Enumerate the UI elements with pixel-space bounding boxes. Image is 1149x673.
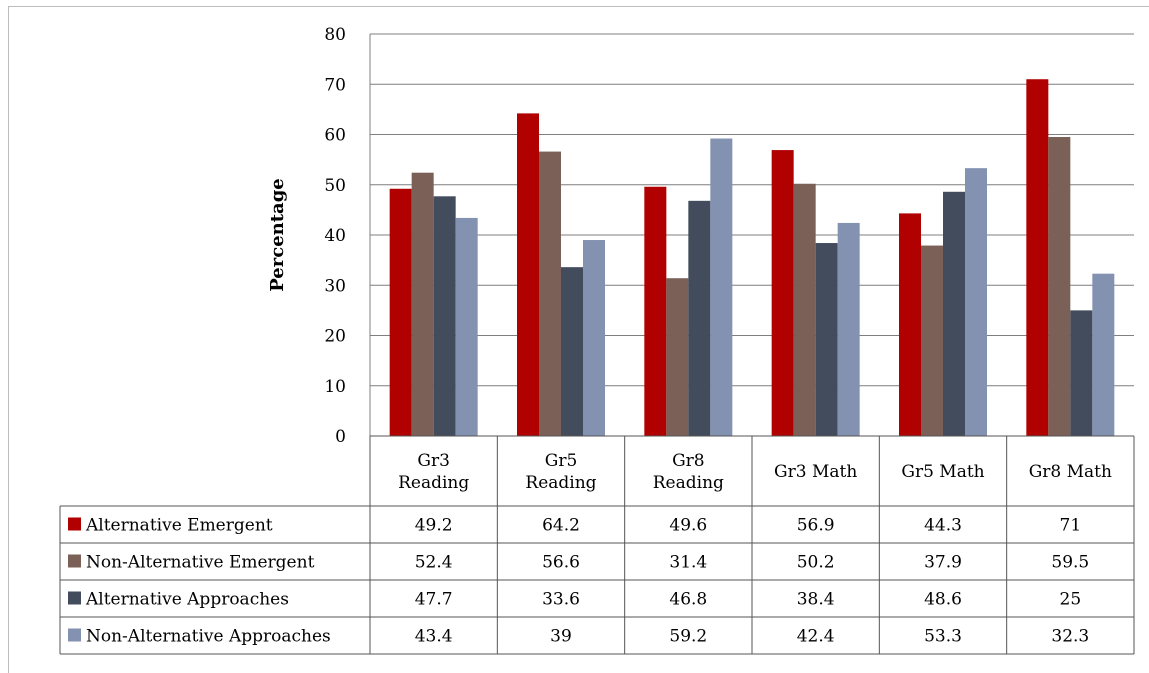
bar xyxy=(1070,310,1093,436)
data-label: 33.6 xyxy=(542,590,580,610)
bar xyxy=(644,186,667,436)
data-label: 47.7 xyxy=(415,590,453,610)
y-tick-label: 50 xyxy=(324,176,346,196)
y-tick-label: 40 xyxy=(324,226,346,246)
bar xyxy=(815,243,838,436)
y-tick-label: 20 xyxy=(324,327,346,347)
data-label: 64.2 xyxy=(542,516,580,536)
bar xyxy=(793,183,816,436)
y-tick-label: 30 xyxy=(324,276,346,296)
data-label: 31.4 xyxy=(669,553,707,573)
y-tick-label: 70 xyxy=(324,75,346,95)
x-tick-label: Reading xyxy=(525,473,596,493)
bar xyxy=(666,278,689,436)
bar xyxy=(921,245,943,436)
data-label: 49.2 xyxy=(415,516,453,536)
y-tick-label: 80 xyxy=(324,25,346,45)
data-label: 32.3 xyxy=(1051,627,1089,647)
data-label: 50.2 xyxy=(797,553,835,573)
legend-swatch xyxy=(68,517,81,531)
bar xyxy=(965,168,987,437)
data-label: 44.3 xyxy=(924,516,962,536)
data-label: 56.9 xyxy=(797,516,835,536)
data-label: 48.6 xyxy=(924,590,962,610)
data-label: 52.4 xyxy=(415,553,453,573)
data-label: 25 xyxy=(1060,590,1082,610)
x-tick-label: Gr5 xyxy=(545,451,578,471)
chart-frame-left-border xyxy=(8,6,9,673)
data-label: 39 xyxy=(550,627,572,647)
legend-swatch xyxy=(68,591,81,605)
legend-label: Non-Alternative Approaches xyxy=(86,627,331,647)
data-label: 46.8 xyxy=(669,590,707,610)
gridlines xyxy=(370,33,1134,387)
x-tick-label: Gr3 xyxy=(417,451,450,471)
y-tick-label: 10 xyxy=(324,377,346,397)
bar xyxy=(389,188,412,436)
data-label: 59.5 xyxy=(1051,553,1089,573)
bar xyxy=(411,172,434,436)
data-label: 49.6 xyxy=(669,516,707,536)
legend-label: Alternative Emergent xyxy=(85,516,273,536)
data-label: 53.3 xyxy=(924,627,962,647)
legend-label: Alternative Approaches xyxy=(85,590,289,610)
bar xyxy=(1026,79,1049,436)
bar xyxy=(433,196,456,436)
bar xyxy=(583,240,605,436)
legend-swatch xyxy=(68,628,81,642)
bars xyxy=(389,79,1115,437)
data-label: 59.2 xyxy=(669,627,707,647)
legend-label: Non-Alternative Emergent xyxy=(86,553,315,573)
x-tick-label: Reading xyxy=(653,473,724,493)
bar xyxy=(539,151,561,436)
x-tick-label: Gr3 Math xyxy=(774,462,857,482)
y-tick-label: 0 xyxy=(335,427,346,447)
bar xyxy=(710,138,733,436)
bar xyxy=(837,222,860,436)
data-label: 71 xyxy=(1060,516,1082,536)
bar xyxy=(899,213,921,436)
y-tick-labels: 0 10 20 30 40 50 60 70 80 xyxy=(324,25,346,447)
bar xyxy=(1048,137,1071,436)
legend-swatch xyxy=(68,554,81,568)
data-label: 37.9 xyxy=(924,553,962,573)
x-tick-label: Reading xyxy=(398,473,469,493)
chart-frame-top-border xyxy=(8,6,1149,7)
bar xyxy=(943,191,965,436)
bar xyxy=(771,150,794,436)
y-axis-label: Percentage xyxy=(267,178,288,292)
bar xyxy=(517,113,539,437)
data-label: 42.4 xyxy=(797,627,835,647)
bar xyxy=(561,267,583,436)
bar xyxy=(1092,273,1115,436)
y-tick-label: 60 xyxy=(324,126,346,146)
data-label: 38.4 xyxy=(797,590,835,610)
bar xyxy=(455,217,478,436)
x-tick-label: Gr8 xyxy=(672,451,705,471)
data-label: 56.6 xyxy=(542,553,580,573)
data-label: 43.4 xyxy=(415,627,453,647)
x-tick-label: Gr8 Math xyxy=(1029,462,1112,482)
bar xyxy=(688,200,711,436)
x-tick-label: Gr5 Math xyxy=(901,462,984,482)
